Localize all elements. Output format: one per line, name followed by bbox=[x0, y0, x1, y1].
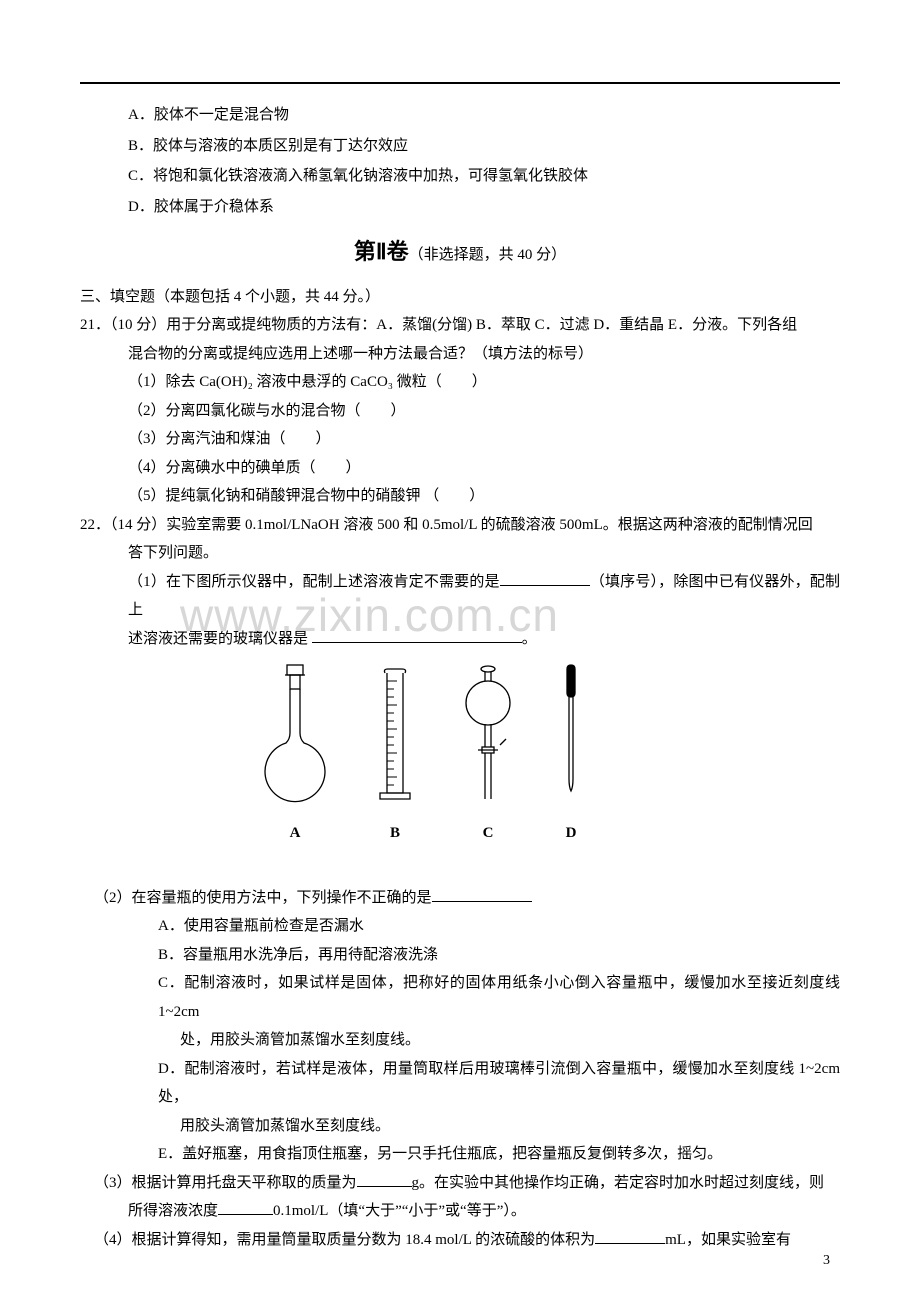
blank-concentration-compare bbox=[218, 1200, 273, 1215]
q22-s1a: （1）在下图所示仪器中，配制上述溶液肯定不需要的是 bbox=[128, 574, 500, 590]
apparatus-figure-row: A bbox=[80, 661, 840, 848]
page-content: A．胶体不一定是混合物 B．胶体与溶液的本质区别是有丁达尔效应 C．将饱和氯化铁… bbox=[80, 85, 840, 1254]
q21-s2: （2）分离四氯化碳与水的混合物（ ） bbox=[80, 397, 840, 426]
q22-s3-line2: 所得溶液浓度 0.1mol/L（填“大于”“小于”或“等于”）。 bbox=[80, 1197, 840, 1226]
q22-s1c: 述溶液还需要的玻璃仪器是 bbox=[128, 631, 312, 647]
section-2-title-big: 第Ⅱ卷 bbox=[354, 239, 409, 264]
q22-optA: A．使用容量瓶前检查是否漏水 bbox=[80, 912, 840, 941]
dropper-icon bbox=[556, 661, 586, 811]
q22-s2: （2）在容量瓶的使用方法中，下列操作不正确的是 bbox=[80, 884, 840, 913]
q22-s4a: （4）根据计算得知，需用量筒量取质量分数为 18.4 mol/L 的浓硫酸的体积… bbox=[94, 1232, 595, 1248]
q21-s4: （4）分离碘水中的碘单质（ ） bbox=[80, 454, 840, 483]
top-rule bbox=[80, 82, 840, 84]
q22-s2-text: （2）在容量瓶的使用方法中，下列操作不正确的是 bbox=[94, 890, 432, 906]
q22-s3-line1: （3）根据计算用托盘天平称取的质量为 g。在实验中其他操作均正确，若定容时加水时超… bbox=[80, 1169, 840, 1198]
q22-optD: D．配制溶液时，若试样是液体，用量筒取样后用玻璃棒引流倒入容量瓶中，缓慢加水至刻… bbox=[80, 1055, 840, 1112]
apparatus-A: A bbox=[260, 661, 330, 848]
graduated-cylinder-icon bbox=[370, 661, 420, 811]
q21-s1: （1）除去 Ca(OH)₂ 溶液中悬浮的 CaCO₃ 微粒（ ） bbox=[80, 368, 840, 397]
q22-head2: 答下列问题。 bbox=[80, 539, 840, 568]
q22-optB: B．容量瓶用水洗净后，再用待配溶液洗涤 bbox=[80, 941, 840, 970]
q-option-a: A．胶体不一定是混合物 bbox=[80, 101, 840, 130]
q22-s1d: 。 bbox=[522, 631, 537, 647]
blank-glassware-needed bbox=[312, 628, 522, 643]
page-number: 3 bbox=[823, 1248, 830, 1275]
blank-incorrect-ops bbox=[432, 887, 532, 902]
q22-head: 22．（14 分）实验室需要 0.1mol/LNaOH 溶液 500 和 0.5… bbox=[80, 511, 840, 540]
q22-s4b: mL，如果实验室有 bbox=[665, 1232, 791, 1248]
q22-s1-line2: 述溶液还需要的玻璃仪器是 。 bbox=[80, 625, 840, 654]
section-2-title-note: （非选择题，共 40 分） bbox=[409, 247, 567, 263]
apparatus-D-label: D bbox=[556, 819, 586, 848]
q22-s4-line1: （4）根据计算得知，需用量筒量取质量分数为 18.4 mol/L 的浓硫酸的体积… bbox=[80, 1226, 840, 1255]
q-option-b: B．胶体与溶液的本质区别是有丁达尔效应 bbox=[80, 132, 840, 161]
section-2-title: 第Ⅱ卷（非选择题，共 40 分） bbox=[80, 231, 840, 273]
q22-optC: C．配制溶液时，如果试样是固体，把称好的固体用纸条小心倒入容量瓶中，缓慢加水至接… bbox=[80, 969, 840, 1026]
apparatus-B: B bbox=[370, 661, 420, 848]
apparatus-C: C bbox=[460, 661, 516, 848]
q22-s3a: （3）根据计算用托盘天平称取的质量为 bbox=[94, 1175, 357, 1191]
apparatus-A-label: A bbox=[260, 819, 330, 848]
q-option-c: C．将饱和氯化铁溶液滴入稀氢氧化钠溶液中加热，可得氢氧化铁胶体 bbox=[80, 162, 840, 191]
q22-optE: E．盖好瓶塞，用食指顶住瓶塞，另一只手托住瓶底，把容量瓶反复倒转多次，摇匀。 bbox=[80, 1140, 840, 1169]
blank-apparatus-unneeded bbox=[500, 571, 590, 586]
q22-optC2: 处，用胶头滴管加蒸馏水至刻度线。 bbox=[80, 1026, 840, 1055]
q22-s3c: 所得溶液浓度 bbox=[128, 1203, 218, 1219]
q22-optD2: 用胶头滴管加蒸馏水至刻度线。 bbox=[80, 1112, 840, 1141]
q21-head: 21．（10 分）用于分离或提纯物质的方法有：A．蒸馏(分馏) B．萃取 C．过… bbox=[80, 311, 840, 340]
apparatus-B-label: B bbox=[370, 819, 420, 848]
q-option-d: D．胶体属于介稳体系 bbox=[80, 193, 840, 222]
apparatus-C-label: C bbox=[460, 819, 516, 848]
part3-heading: 三、填空题（本题包括 4 个小题，共 44 分。） bbox=[80, 283, 840, 312]
round-flask-icon bbox=[260, 661, 330, 811]
q22-s1-line1: （1）在下图所示仪器中，配制上述溶液肯定不需要的是（填序号），除图中已有仪器外，… bbox=[80, 568, 840, 625]
q21-head2: 混合物的分离或提纯应选用上述哪一种方法最合适？（填方法的标号） bbox=[80, 340, 840, 369]
blank-mass bbox=[357, 1172, 412, 1187]
blank-volume bbox=[595, 1229, 665, 1244]
q21-s3: （3）分离汽油和煤油（ ） bbox=[80, 425, 840, 454]
apparatus-D: D bbox=[556, 661, 586, 848]
q22-s3b: g。在实验中其他操作均正确，若定容时加水时超过刻度线，则 bbox=[412, 1175, 825, 1191]
q22-s3d: 0.1mol/L（填“大于”“小于”或“等于”）。 bbox=[273, 1203, 526, 1219]
separating-funnel-icon bbox=[460, 661, 516, 811]
q21-s5: （5）提纯氯化钠和硝酸钾混合物中的硝酸钾 （ ） bbox=[80, 482, 840, 511]
